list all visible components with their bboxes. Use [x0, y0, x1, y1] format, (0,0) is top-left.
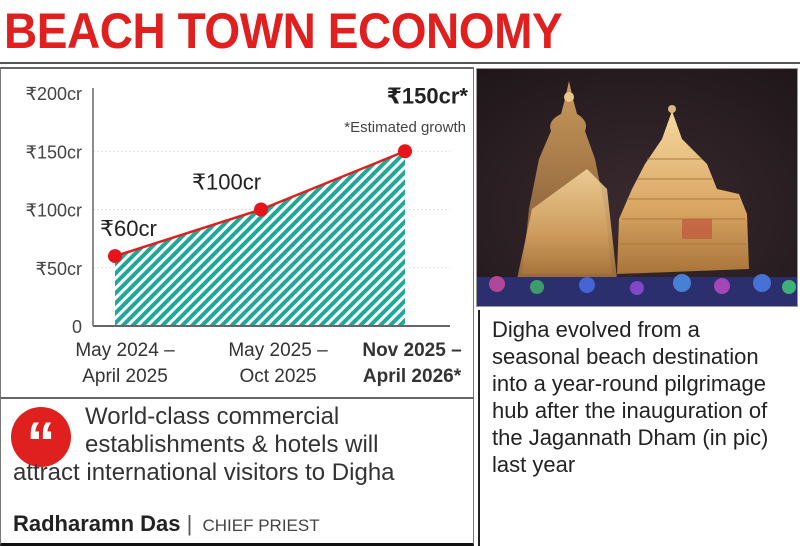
quote-line: attract international visitors to Digha — [13, 459, 395, 486]
y-tick-label: ₹200cr — [26, 84, 82, 104]
data-label: ₹150cr* — [387, 83, 469, 108]
x-tick-label: Nov 2025 – — [362, 340, 461, 361]
speaker-role: CHIEF PRIEST — [202, 516, 320, 535]
data-label: ₹100cr — [192, 170, 261, 195]
svg-text:“: “ — [27, 411, 56, 467]
data-point — [254, 202, 268, 217]
y-tick-label: ₹150cr — [26, 142, 82, 162]
x-tick-label: April 2025 — [82, 366, 168, 387]
temple-image — [477, 69, 797, 306]
quote-line: establishments & hotels will — [85, 431, 379, 458]
data-label: ₹60cr — [100, 216, 157, 241]
y-tick-label: 0 — [72, 317, 82, 337]
title-divider — [0, 62, 800, 64]
data-point — [108, 249, 122, 264]
page-title: BEACH TOWN ECONOMY — [4, 3, 563, 59]
quote-attribution: Radharamn Das | CHIEF PRIEST — [13, 511, 320, 537]
speaker-name: Radharamn Das — [13, 511, 181, 536]
y-tick-label: ₹50cr — [36, 259, 82, 279]
photo-caption: Digha evolved from a seasonal beach dest… — [478, 310, 800, 546]
x-tick-label: May 2024 – — [75, 340, 175, 361]
area-chart: 0 ₹50cr ₹100cr ₹150cr ₹200cr ₹60cr ₹100cr ₹150… — [26, 83, 469, 387]
quote-box: “ World-class commercial establishments … — [0, 397, 474, 546]
separator: | — [186, 511, 193, 536]
x-tick-label: Oct 2025 — [239, 366, 316, 387]
x-tick-label: April 2026* — [363, 366, 462, 387]
temple-photo — [476, 68, 798, 307]
x-tick-label: May 2025 – — [228, 340, 328, 361]
area-fill — [115, 151, 405, 326]
quote-text: World-class commercial establishments & … — [13, 403, 473, 487]
data-point — [398, 144, 412, 159]
y-tick-label: ₹100cr — [26, 201, 82, 221]
quote-marks-icon: “ — [11, 407, 71, 476]
annotation-estimated: *Estimated growth — [344, 119, 466, 136]
quote-line: World-class commercial — [85, 403, 340, 430]
